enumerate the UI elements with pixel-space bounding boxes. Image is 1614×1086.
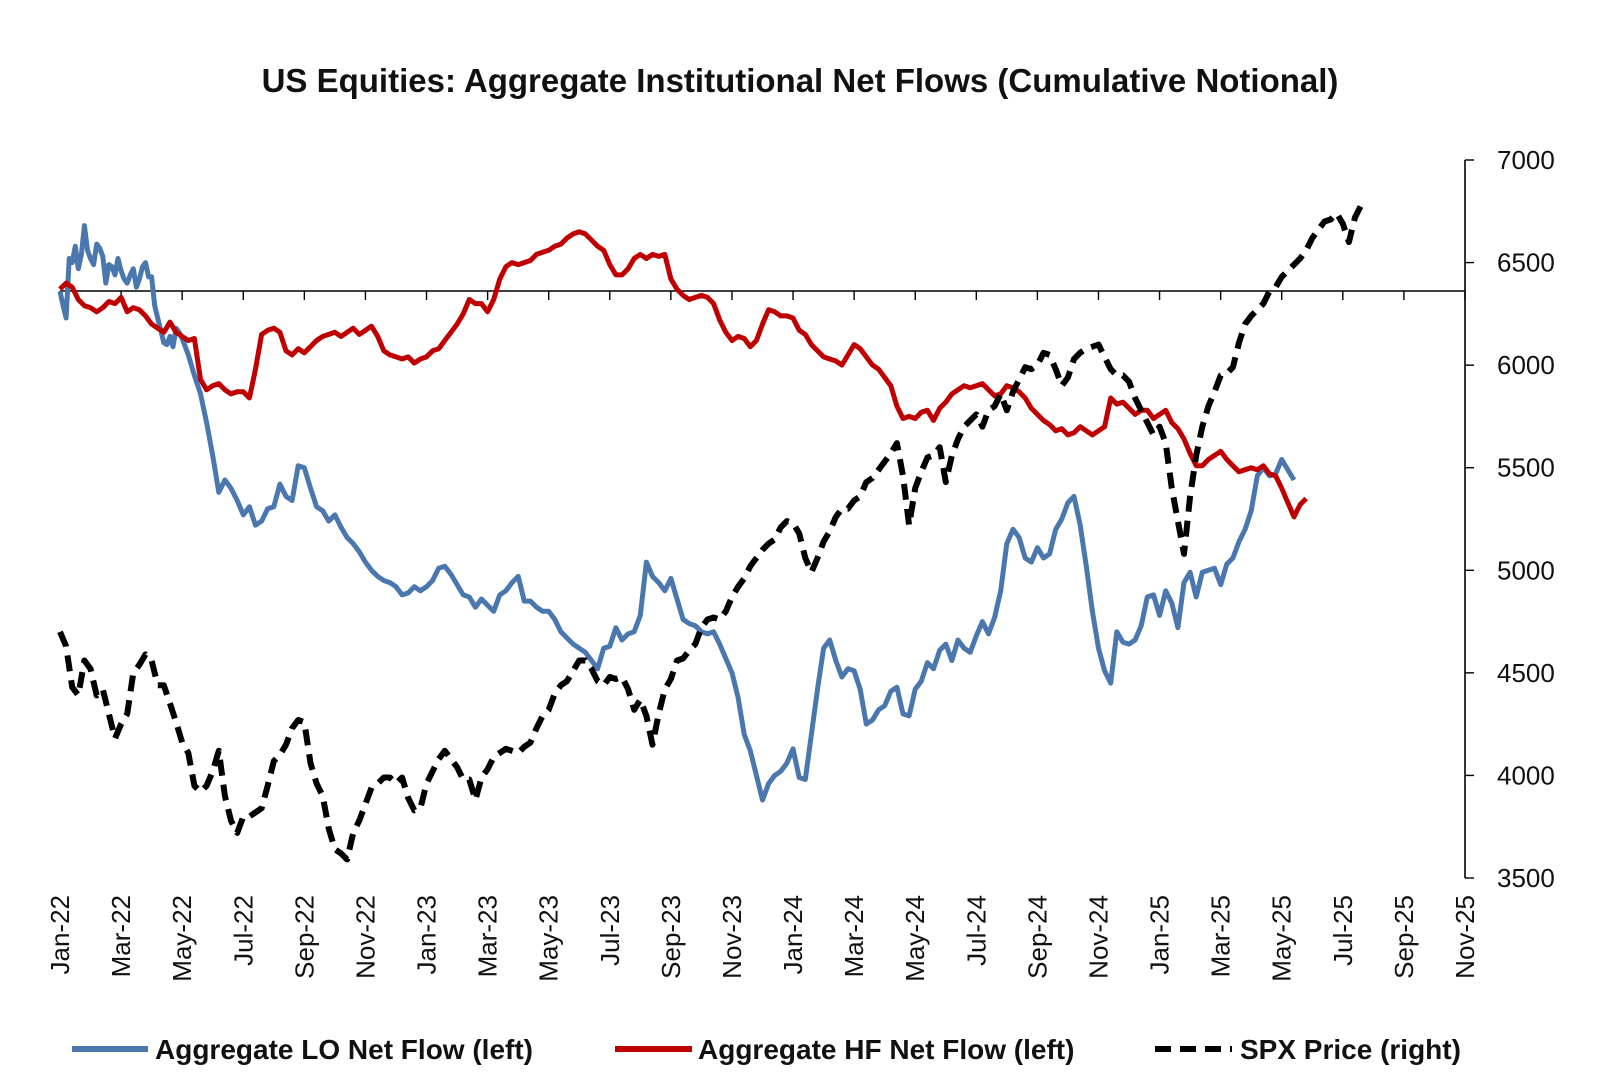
x-tick-label: Mar-23: [473, 895, 503, 977]
x-tick-label: Sep-23: [656, 895, 686, 979]
y-tick-label: 4000: [1497, 760, 1555, 790]
legend-label: Aggregate LO Net Flow (left): [155, 1034, 533, 1065]
x-tick-label: May-24: [900, 895, 930, 982]
series-line-hf-net-flow: [58, 229, 1308, 520]
legend-label: Aggregate HF Net Flow (left): [698, 1034, 1074, 1065]
y-tick-label: 3500: [1497, 863, 1555, 893]
y-tick-label: 6500: [1497, 248, 1555, 278]
x-tick-label: May-22: [167, 895, 197, 982]
x-tick-label: May-23: [534, 895, 564, 982]
x-tick-label: Nov-23: [717, 895, 747, 979]
x-tick-label: Mar-25: [1206, 895, 1236, 977]
x-tick-label: May-25: [1267, 895, 1297, 982]
x-tick-label: Sep-25: [1389, 895, 1419, 979]
x-tick-label: Jul-22: [228, 895, 258, 966]
legend: Aggregate LO Net Flow (left) Aggregate HF…: [72, 1034, 1461, 1065]
y-tick-label: 6000: [1497, 350, 1555, 380]
x-tick-label: Jul-25: [1328, 895, 1358, 966]
x-tick-label: Jan-22: [45, 895, 75, 975]
y-tick-label: 5000: [1497, 555, 1555, 585]
series-layer: [57, 203, 1364, 863]
series-line-lo-net-flow: [57, 223, 1297, 803]
x-tick-label: Nov-25: [1450, 895, 1480, 979]
axes: 3500 4000 4500 5000 5500 6000 6500 7000 Jan-22 Ma…: [45, 145, 1555, 982]
chart-title: US Equities: Aggregate Institutional Net…: [262, 62, 1339, 99]
legend-label: SPX Price (right): [1240, 1034, 1461, 1065]
x-tick-label: Jan-23: [412, 895, 442, 975]
x-tick-label: Mar-24: [839, 895, 869, 977]
y-tick-label: 5500: [1497, 453, 1555, 483]
x-tick-label: Jan-25: [1145, 895, 1175, 975]
x-tick-label: Nov-22: [350, 895, 380, 979]
x-tick-label: Nov-24: [1083, 895, 1113, 979]
x-tick-label: Jan-24: [778, 895, 808, 975]
x-tick-label: Sep-22: [289, 895, 319, 979]
x-tick-label: Jul-24: [961, 895, 991, 966]
y-tick-label: 4500: [1497, 658, 1555, 688]
x-tick-label: Jul-23: [595, 895, 625, 966]
series-line-spx-price: [57, 203, 1364, 863]
y-tick-label: 7000: [1497, 145, 1555, 175]
x-tick-label: Mar-22: [106, 895, 136, 977]
x-tick-label: Sep-24: [1022, 895, 1052, 979]
